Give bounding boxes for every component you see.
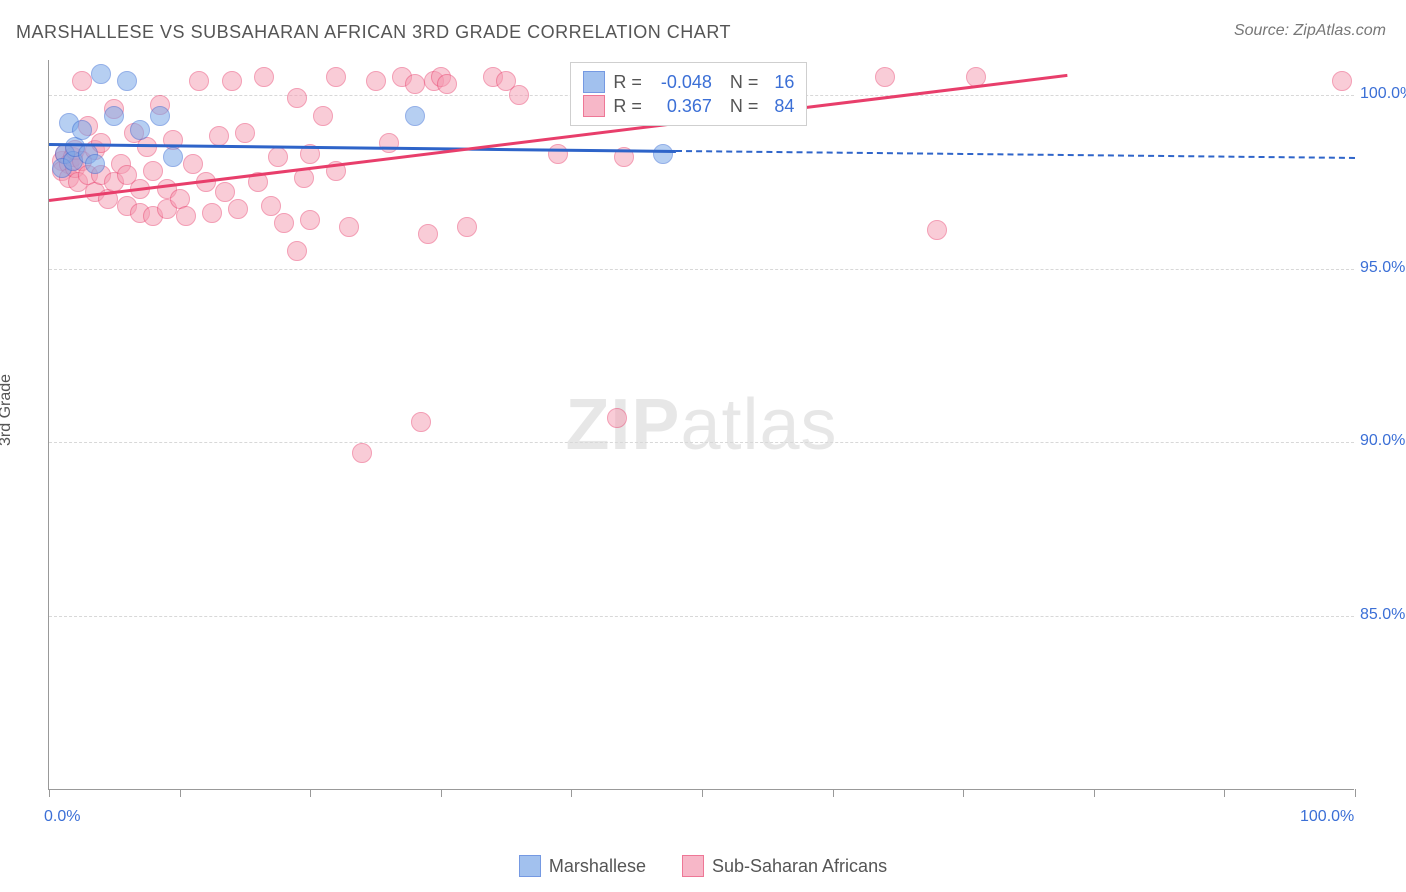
chart-title: MARSHALLESE VS SUBSAHARAN AFRICAN 3RD GR… xyxy=(16,22,731,43)
data-point-subsaharan xyxy=(287,241,307,261)
gridline-h xyxy=(49,269,1354,270)
n-value: 84 xyxy=(766,96,794,117)
x-tick xyxy=(571,789,572,797)
data-point-subsaharan xyxy=(366,71,386,91)
data-point-marshallese xyxy=(130,120,150,140)
n-value: 16 xyxy=(766,72,794,93)
y-tick-label: 95.0% xyxy=(1360,259,1405,277)
y-tick-label: 100.0% xyxy=(1360,85,1406,103)
x-tick xyxy=(702,789,703,797)
data-point-subsaharan xyxy=(326,67,346,87)
x-tick xyxy=(441,789,442,797)
data-point-subsaharan xyxy=(313,106,333,126)
x-tick xyxy=(1224,789,1225,797)
data-point-subsaharan xyxy=(927,220,947,240)
data-point-subsaharan xyxy=(287,88,307,108)
data-point-subsaharan xyxy=(509,85,529,105)
chart-container: MARSHALLESE VS SUBSAHARAN AFRICAN 3RD GR… xyxy=(0,0,1406,892)
data-point-marshallese xyxy=(117,71,137,91)
bottom-legend: Marshallese Sub-Saharan Africans xyxy=(0,855,1406,882)
data-point-subsaharan xyxy=(235,123,255,143)
n-label: N = xyxy=(720,72,759,93)
data-point-marshallese xyxy=(405,106,425,126)
x-tick xyxy=(180,789,181,797)
y-tick-label: 85.0% xyxy=(1360,606,1405,624)
data-point-subsaharan xyxy=(228,199,248,219)
gridline-h xyxy=(49,442,1354,443)
data-point-subsaharan xyxy=(457,217,477,237)
data-point-subsaharan xyxy=(268,147,288,167)
r-value: 0.367 xyxy=(650,96,712,117)
watermark-atlas: atlas xyxy=(680,385,837,465)
data-point-subsaharan xyxy=(437,74,457,94)
r-label: R = xyxy=(613,72,642,93)
x-tick xyxy=(310,789,311,797)
source-label: Source: ZipAtlas.com xyxy=(1234,22,1386,40)
data-point-subsaharan xyxy=(1332,71,1352,91)
data-point-subsaharan xyxy=(607,408,627,428)
trendline xyxy=(49,74,1068,202)
n-label: N = xyxy=(720,96,759,117)
data-point-subsaharan xyxy=(411,412,431,432)
data-point-subsaharan xyxy=(209,126,229,146)
data-point-subsaharan xyxy=(300,210,320,230)
legend-swatch-icon xyxy=(519,855,541,877)
x-min-label: 0.0% xyxy=(44,808,80,826)
stats-legend: R = -0.048 N = 16 R = 0.367 N = 84 xyxy=(570,62,807,126)
data-point-subsaharan xyxy=(261,196,281,216)
swatch-marshallese-icon xyxy=(583,71,605,93)
legend-item: Sub-Saharan Africans xyxy=(682,855,887,877)
data-point-subsaharan xyxy=(143,161,163,181)
watermark: ZIPatlas xyxy=(565,384,837,466)
trendline-extrapolated xyxy=(676,150,1355,159)
data-point-marshallese xyxy=(653,144,673,164)
y-tick-label: 90.0% xyxy=(1360,432,1405,450)
swatch-subsaharan-icon xyxy=(583,95,605,117)
data-point-marshallese xyxy=(104,106,124,126)
data-point-subsaharan xyxy=(548,144,568,164)
x-tick xyxy=(833,789,834,797)
data-point-subsaharan xyxy=(875,67,895,87)
data-point-subsaharan xyxy=(352,443,372,463)
r-label: R = xyxy=(613,96,642,117)
data-point-marshallese xyxy=(85,154,105,174)
data-point-marshallese xyxy=(72,120,92,140)
data-point-subsaharan xyxy=(222,71,242,91)
data-point-marshallese xyxy=(163,147,183,167)
y-axis-title: 3rd Grade xyxy=(0,374,15,446)
data-point-marshallese xyxy=(150,106,170,126)
data-point-subsaharan xyxy=(274,213,294,233)
data-point-subsaharan xyxy=(215,182,235,202)
x-max-label: 100.0% xyxy=(1300,808,1354,826)
legend-swatch-icon xyxy=(682,855,704,877)
legend-label: Sub-Saharan Africans xyxy=(712,856,887,877)
data-point-subsaharan xyxy=(72,71,92,91)
legend-label: Marshallese xyxy=(549,856,646,877)
data-point-subsaharan xyxy=(405,74,425,94)
data-point-subsaharan xyxy=(183,154,203,174)
r-value: -0.048 xyxy=(650,72,712,93)
stats-row-subsaharan: R = 0.367 N = 84 xyxy=(583,95,794,117)
data-point-subsaharan xyxy=(189,71,209,91)
x-tick xyxy=(963,789,964,797)
plot-area: ZIPatlas xyxy=(48,60,1354,790)
data-point-marshallese xyxy=(91,64,111,84)
data-point-subsaharan xyxy=(202,203,222,223)
stats-row-marshallese: R = -0.048 N = 16 xyxy=(583,71,794,93)
x-tick xyxy=(1355,789,1356,797)
data-point-subsaharan xyxy=(339,217,359,237)
x-tick xyxy=(49,789,50,797)
gridline-h xyxy=(49,616,1354,617)
legend-item: Marshallese xyxy=(519,855,646,877)
data-point-subsaharan xyxy=(176,206,196,226)
data-point-subsaharan xyxy=(379,133,399,153)
x-tick xyxy=(1094,789,1095,797)
data-point-subsaharan xyxy=(254,67,274,87)
data-point-subsaharan xyxy=(418,224,438,244)
